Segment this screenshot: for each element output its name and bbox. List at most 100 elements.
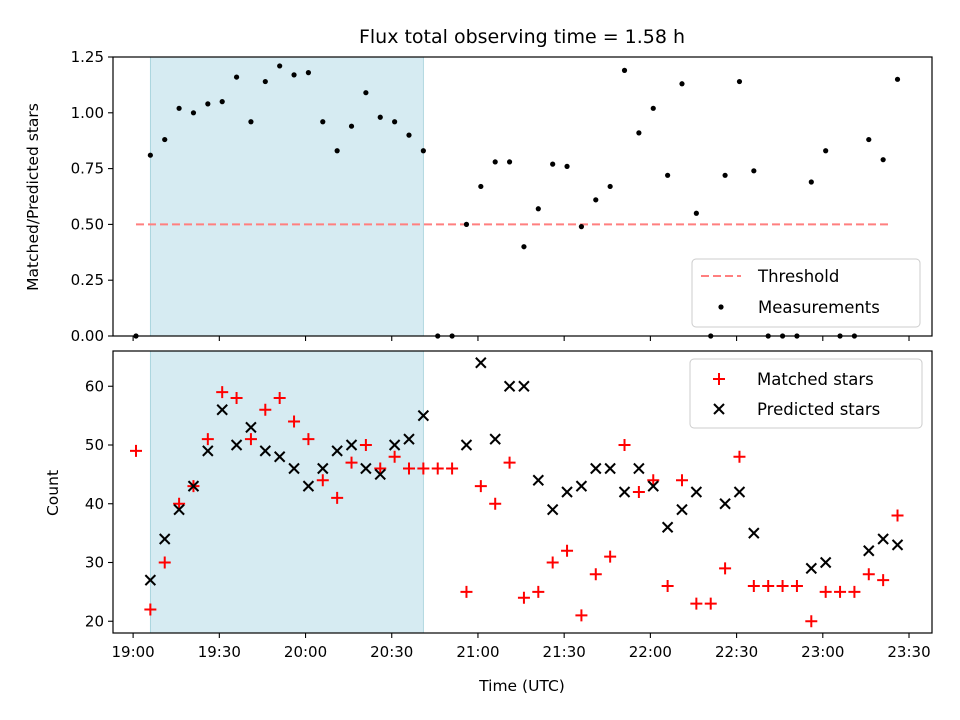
- bottom-panel-shaded-span: [149, 350, 424, 634]
- top-legend: Threshold Measurements: [691, 258, 921, 328]
- predicted-star-point: [187, 480, 200, 492]
- bottom-panel-frame: [112, 350, 933, 634]
- measurement-point: [736, 78, 743, 85]
- measurement-point: [392, 119, 398, 125]
- bottom-panel-y-ticks: 20 30 40 50 60: [85, 377, 113, 630]
- measurement-point: [348, 123, 355, 129]
- y-tick-label: 0.50: [71, 215, 104, 233]
- bottom-panel-marks: [129, 357, 904, 628]
- predicted-star-point: [360, 462, 372, 475]
- measurement-point: [406, 132, 412, 138]
- top-panel-shaded-span: [149, 56, 424, 337]
- measurement-point: [665, 172, 671, 178]
- measurement-point: [147, 152, 153, 158]
- matched-star-point: [129, 444, 142, 457]
- measurement-point: [463, 221, 470, 227]
- predicted-star-point: [633, 462, 645, 475]
- predicted-star-point: [546, 503, 559, 516]
- predicted-star-point: [819, 556, 832, 569]
- measurement-point: [291, 72, 297, 78]
- matched-star-point: [446, 462, 459, 475]
- measurement-point: [506, 159, 513, 165]
- matched-star-point: [517, 591, 530, 604]
- matched-star-point: [719, 562, 732, 575]
- measurement-point: [679, 81, 685, 87]
- matched-star-point: [675, 474, 688, 487]
- measurement-point: [478, 183, 484, 190]
- measurement-point: [722, 172, 728, 178]
- y-tick-label: 1.25: [71, 48, 104, 66]
- matched-star-point: [374, 462, 387, 475]
- measurement-point: [894, 76, 901, 82]
- x-tick-label: 20:00: [284, 643, 327, 661]
- top-panel-y-axis-label: Matched/Predicted stars: [24, 103, 42, 291]
- measurement-point: [377, 114, 383, 120]
- measurement-point: [823, 148, 829, 154]
- predicted-star-point: [661, 521, 674, 533]
- y-tick-label: 0.25: [71, 271, 104, 289]
- predicted-star-point: [891, 539, 904, 551]
- x-tick-label: 21:30: [543, 643, 586, 661]
- matched-star-point: [733, 450, 746, 463]
- predicted-star-point: [518, 380, 530, 392]
- predicted-star-point: [575, 480, 588, 492]
- measurement-point: [277, 63, 283, 69]
- measurement-point: [162, 136, 168, 143]
- matched-star-point: [201, 433, 214, 446]
- matched-star-point: [618, 439, 631, 451]
- matched-star-point: [388, 450, 401, 463]
- bottom-legend: Matched stars Predicted stars: [689, 358, 923, 429]
- measurement-point: [621, 67, 628, 73]
- x-tick-label: 22:00: [629, 643, 672, 661]
- predicted-star-point: [690, 486, 703, 498]
- matched-star-point: [776, 580, 789, 592]
- predicted-star-point: [374, 468, 386, 481]
- top-panel-x-ticks: [132, 336, 910, 341]
- measurement-point: [205, 101, 211, 107]
- measurement-point: [550, 161, 556, 167]
- x-tick-label: 23:30: [887, 643, 930, 661]
- y-tick-label: 20: [85, 612, 104, 630]
- predicted-star-point: [202, 445, 214, 457]
- matched-star-point: [173, 497, 186, 510]
- top-panel: Flux total observing time = 1.58 h 0.000…: [24, 26, 933, 345]
- matched-star-point: [532, 585, 545, 598]
- predicted-star-point: [475, 357, 487, 369]
- matched-star-point: [402, 462, 415, 475]
- x-tick-label: 19:00: [111, 643, 154, 661]
- predicted-star-point: [676, 503, 688, 516]
- matched-star-point: [259, 403, 272, 416]
- matched-star-point: [819, 585, 832, 598]
- matched-star-point: [604, 550, 617, 563]
- measurement-point: [363, 90, 369, 96]
- measurement-point: [650, 105, 656, 111]
- predicted-star-point: [733, 486, 746, 498]
- predicted-star-point: [748, 527, 760, 539]
- matched-star-point: [805, 615, 818, 628]
- matched-star-point: [704, 597, 717, 610]
- matched-star-point: [460, 585, 473, 598]
- predicted-star-point: [719, 498, 731, 510]
- matched-star-point: [632, 486, 645, 498]
- matched-star-point: [647, 474, 660, 487]
- measurement-point: [248, 119, 254, 125]
- predicted-star-point: [302, 480, 315, 492]
- matched-star-point: [848, 585, 861, 598]
- bottom-panel-y-axis-label: Count: [44, 470, 62, 516]
- measurement-point: [190, 110, 197, 116]
- bottom-panel: 20 30 40 50 60 19:00 19:30 20:00 20:30 21:00 21:3…: [44, 350, 933, 695]
- predicted-star-point: [877, 533, 889, 545]
- predicted-star-point: [604, 462, 616, 475]
- y-tick-label: 40: [85, 495, 104, 513]
- predicted-star-point: [805, 562, 818, 575]
- measurement-point: [262, 78, 268, 85]
- measurement-point: [219, 99, 225, 105]
- matched-star-point: [331, 491, 344, 504]
- measurement-point: [880, 157, 886, 163]
- matched-star-point: [417, 462, 430, 475]
- y-tick-label: 50: [85, 436, 104, 454]
- legend-measurements-swatch: [718, 304, 724, 310]
- measurement-point: [305, 70, 312, 76]
- matched-star-point: [747, 580, 760, 592]
